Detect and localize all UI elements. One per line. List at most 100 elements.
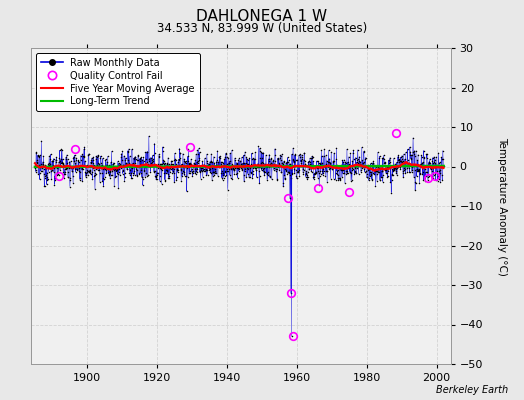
Point: [280, 162, 289, 169]
Point: [45, 160, 53, 166]
Point: [51, 158, 60, 165]
Point: [353, 164, 362, 171]
Point: [59, 160, 68, 166]
Point: [217, 158, 225, 165]
Point: [156, 164, 165, 171]
Point: [379, 172, 387, 178]
Point: [326, 160, 334, 166]
Point: [380, 160, 389, 166]
Point: [169, 167, 177, 174]
Point: [62, 152, 71, 158]
Point: [152, 176, 160, 182]
Point: [232, 159, 241, 166]
Point: [88, 157, 96, 163]
Point: [280, 158, 288, 164]
Point: [184, 174, 192, 180]
Point: [31, 160, 39, 166]
Point: [171, 157, 180, 163]
Point: [391, 168, 400, 174]
Point: [184, 146, 193, 152]
Point: [208, 177, 216, 184]
Point: [79, 153, 87, 159]
Point: [216, 153, 224, 159]
Point: [37, 165, 46, 171]
Point: [359, 148, 368, 155]
Point: [336, 165, 345, 171]
Point: [118, 170, 127, 177]
Point: [145, 133, 153, 139]
Point: [297, 160, 305, 166]
Point: [41, 165, 50, 171]
Point: [350, 171, 358, 177]
Point: [334, 175, 343, 182]
Point: [363, 174, 371, 180]
Point: [43, 177, 51, 183]
Point: [316, 161, 324, 167]
Point: [80, 144, 89, 150]
Point: [377, 174, 385, 180]
Point: [198, 161, 206, 168]
Point: [281, 176, 289, 183]
Point: [417, 152, 425, 159]
Point: [213, 148, 222, 154]
Point: [258, 159, 266, 166]
Point: [352, 170, 361, 176]
Point: [237, 164, 246, 170]
Point: [216, 163, 225, 169]
Point: [69, 155, 78, 161]
Point: [141, 163, 150, 169]
Point: [345, 164, 353, 170]
Point: [181, 164, 189, 170]
Point: [363, 171, 372, 177]
Point: [214, 162, 223, 168]
Point: [161, 162, 169, 169]
Point: [401, 149, 410, 155]
Point: [374, 168, 383, 175]
Point: [113, 170, 122, 177]
Point: [397, 158, 405, 164]
Point: [341, 180, 349, 186]
Point: [342, 160, 350, 166]
Point: [77, 157, 85, 163]
Point: [206, 166, 214, 172]
Point: [128, 169, 137, 176]
Point: [181, 159, 190, 165]
Point: [120, 178, 128, 184]
Point: [44, 164, 52, 171]
Point: [51, 176, 60, 183]
Point: [95, 160, 104, 167]
Point: [337, 167, 346, 174]
Point: [83, 162, 91, 168]
Point: [311, 170, 319, 176]
Point: [224, 166, 233, 172]
Point: [206, 168, 214, 175]
Point: [57, 146, 66, 152]
Point: [375, 154, 384, 161]
Point: [266, 173, 274, 179]
Point: [438, 177, 446, 184]
Point: [222, 150, 230, 157]
Point: [106, 169, 114, 175]
Point: [263, 176, 271, 183]
Point: [146, 162, 154, 169]
Point: [94, 153, 103, 159]
Point: [135, 156, 144, 162]
Point: [354, 160, 363, 166]
Point: [387, 164, 395, 170]
Point: [249, 171, 257, 177]
Point: [180, 158, 189, 164]
Point: [271, 165, 280, 172]
Point: [385, 157, 394, 163]
Point: [281, 166, 290, 172]
Point: [73, 166, 82, 172]
Point: [250, 163, 258, 169]
Point: [308, 153, 316, 159]
Point: [331, 176, 340, 183]
Point: [419, 147, 428, 154]
Point: [46, 156, 54, 162]
Point: [272, 162, 280, 169]
Point: [179, 150, 187, 157]
Point: [418, 171, 427, 177]
Point: [241, 166, 249, 172]
Point: [245, 155, 254, 161]
